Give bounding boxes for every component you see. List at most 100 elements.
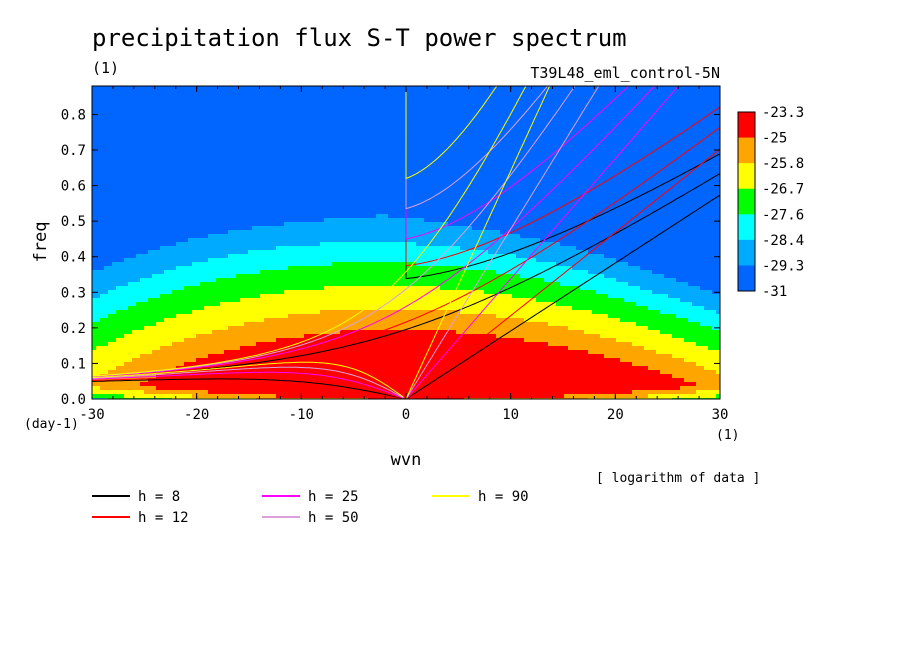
heatmap-cell [616,278,677,283]
y-tick-label: 0.2 [61,321,86,337]
heatmap-cell [92,270,165,275]
rossby-curve [92,361,404,398]
colorbar-label: -29.3 [762,258,804,274]
heatmap-cell [160,346,241,351]
heatmap-cell [624,298,681,303]
mrg-curve [92,86,576,377]
mrg-curve [92,86,527,377]
legend-label: h = 50 [308,510,359,526]
heatmap-cell [660,370,717,375]
heatmap-cell [668,294,720,299]
legend-label: h = 25 [308,489,359,505]
heatmap-cell [92,334,125,339]
heatmap-cell [456,330,585,335]
heatmap-cell [244,322,549,327]
colorbar: -23.3 -25 -25.8 -26.7 -27.6 -28.4 -29.3 -31 [737,105,804,300]
colorbar-swatch [738,188,755,215]
heatmap-cell [260,270,497,275]
heatmap-cell [648,306,705,311]
heatmap-cell [696,342,720,347]
heatmap-cell [616,338,685,343]
heatmap-cell [560,282,629,287]
heatmap-cell [92,302,137,307]
heatmap-cell [192,310,321,315]
heatmap-cell [176,266,289,271]
heatmap-cell [604,354,673,359]
heatmap-cell [416,242,561,247]
heatmap-cell [92,346,97,351]
heatmap-cell [684,378,720,383]
heatmap-cell [208,258,537,263]
heatmap-cell [136,302,221,307]
heatmap-cell [568,326,649,331]
heatmap-cell [92,282,129,287]
legend-label: h = 8 [138,489,180,505]
heatmap-cell [596,290,653,295]
heatmap-cell [200,282,561,287]
heatmap-cell [172,290,285,295]
heatmap-cell [656,350,720,355]
heatmap-cell [164,370,661,375]
rossby-curve [92,378,404,399]
heatmap-cell [592,310,661,315]
heatmap-cell [92,234,209,239]
heatmap-cell [240,298,537,303]
heatmap-cell [92,326,145,331]
heatmap-cell [664,274,720,279]
heatmap-cell [108,342,173,347]
kelvin-curve [405,86,680,399]
heatmap-cell [144,390,209,395]
heatmap-cell [92,250,149,255]
heatmap-cell [92,386,101,391]
heatmap-cell [248,250,489,255]
x-tick-label: -10 [289,407,314,423]
heatmap-cell [100,318,165,323]
heatmap-cell [288,314,497,319]
heatmap-cell [252,226,473,231]
heatmap-cell [672,374,720,379]
colorbar-swatch [738,112,755,139]
heatmap-cell [116,338,185,343]
heatmap-cell [92,350,153,355]
heatmap-cell [240,346,569,351]
colorbar-swatch [738,214,755,241]
heatmap-cell [680,298,720,303]
plot-area [92,86,720,399]
heatmap-cell [92,310,117,315]
heatmap-cell [700,286,720,291]
heatmap-cell [500,230,720,235]
inertia-gravity-curve [405,86,549,210]
heatmap-cell [572,306,649,311]
heatmap-cell [152,274,237,279]
colorbar-label: -27.6 [762,207,804,223]
heatmap-cell [604,274,665,279]
heatmap-cell [496,314,609,319]
heatmap-cell [136,254,229,259]
heatmap-cell [124,362,185,367]
heatmap-cell [184,338,277,343]
inertia-gravity-curve [405,86,630,240]
heatmap-cell [220,302,557,307]
y-tick-label: 0.1 [61,356,86,372]
x-tick-label: -20 [184,407,209,423]
kelvin-curve [405,86,600,399]
heatmap-cell [524,338,617,343]
heatmap-cell [276,338,525,343]
heatmap-cell [92,226,253,231]
x-unit-label: (1) [716,428,739,443]
heatmap-cell [260,294,513,299]
data-note: [ logarithm of data ] [596,471,760,486]
rossby-curve [92,366,404,399]
colorbar-label: -28.4 [762,233,804,249]
heatmap-cell [692,302,720,307]
y-unit-label: (day-1) [24,417,79,432]
heatmap-cell [92,258,125,263]
chart-title: precipitation flux S-T power spectrum [92,24,627,52]
y-tick-label: 0.5 [61,214,86,230]
heatmap-cell [96,346,161,351]
mrg-curve [92,86,656,378]
heatmap-cell [704,306,720,311]
heatmap-cell [92,338,117,343]
heatmap-cell [276,394,565,399]
heatmap-cell [204,306,573,311]
